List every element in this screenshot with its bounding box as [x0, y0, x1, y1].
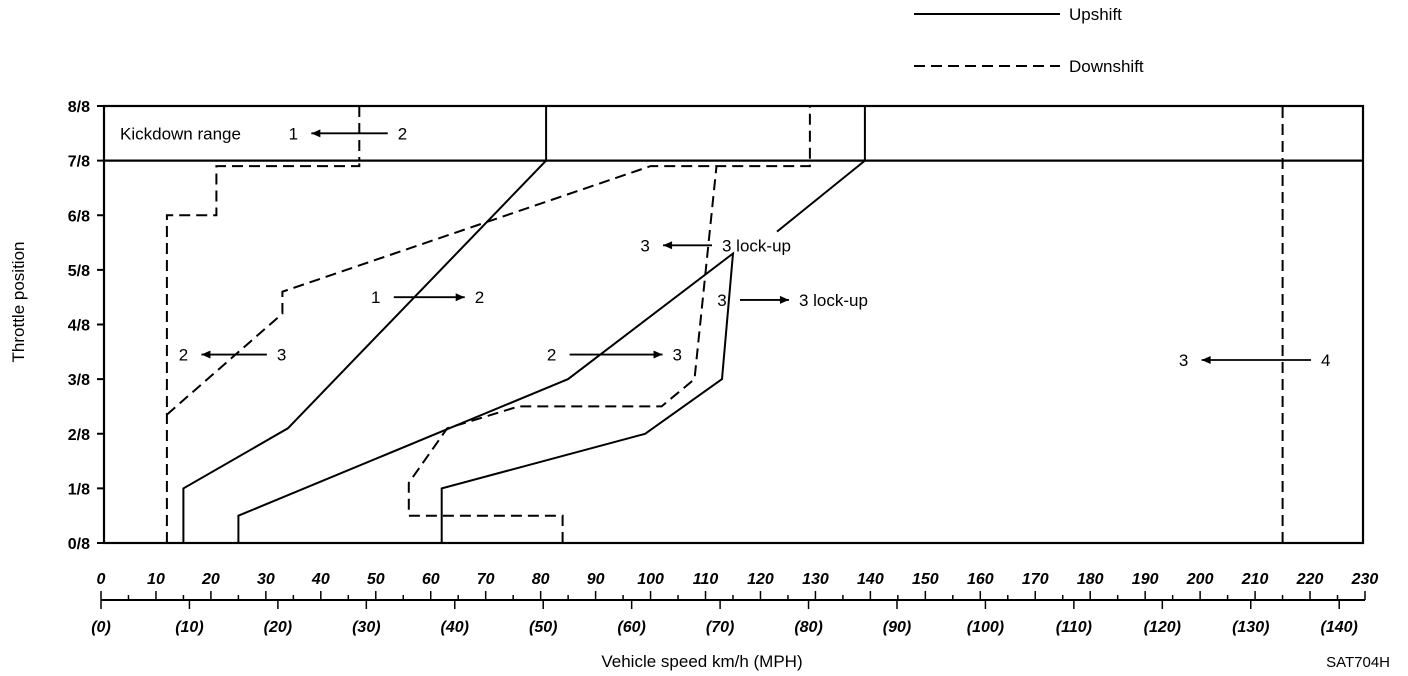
x-tick-label-mph-8: (80)	[794, 619, 822, 636]
annotation-arrowhead-1	[455, 293, 465, 302]
annotation-label-from-3: 2	[547, 346, 556, 365]
annotation-arrowhead-5	[779, 295, 789, 304]
x-tick-label-mph-0: (0)	[91, 619, 111, 636]
legend-label-dashed: Downshift	[1069, 57, 1144, 76]
x-tick-label-kmh-5: 50	[367, 571, 385, 588]
annotation-arrowhead-4	[663, 241, 673, 250]
x-tick-label-kmh-16: 160	[967, 571, 994, 588]
x-tick-label-kmh-1: 10	[147, 571, 165, 588]
y-tick-label-0: 0/8	[68, 536, 90, 553]
shift-annotation-5: 3 3 lock-up	[717, 291, 868, 310]
x-tick-label-kmh-17: 170	[1022, 571, 1049, 588]
y-tick-label-6: 6/8	[68, 208, 90, 225]
x-tick-label-kmh-8: 80	[532, 571, 550, 588]
annotation-label-from-6: 3	[1179, 351, 1188, 370]
x-axis-title: Vehicle speed km/h (MPH)	[601, 652, 802, 671]
y-tick-label-2: 2/8	[68, 427, 90, 444]
x-tick-label-mph-4: (40)	[441, 619, 469, 636]
downshift-line-5	[165, 160, 361, 543]
x-tick-label-kmh-15: 150	[912, 571, 939, 588]
x-tick-label-mph-10: (100)	[967, 619, 1004, 636]
x-tick-label-kmh-0: 0	[97, 571, 106, 588]
x-tick-label-kmh-7: 70	[477, 571, 495, 588]
x-tick-label-kmh-14: 140	[857, 571, 884, 588]
x-tick-label-kmh-19: 190	[1132, 571, 1159, 588]
x-tick-label-mph-1: (10)	[175, 619, 203, 636]
plot-area: Kickdown range	[102, 104, 1365, 545]
annotation-arrowhead-3	[653, 350, 663, 359]
annotation-arrowhead-6	[1201, 356, 1211, 365]
x-tick-label-mph-6: (60)	[617, 619, 645, 636]
annotation-label-from-1: 1	[371, 288, 380, 307]
x-tick-label-kmh-10: 100	[637, 571, 664, 588]
x-tick-label-kmh-6: 60	[422, 571, 440, 588]
upshift-line-0	[182, 106, 548, 543]
x-tick-label-kmh-13: 130	[802, 571, 829, 588]
x-tick-label-mph-9: (90)	[883, 619, 911, 636]
figure-code: SAT704H	[1326, 654, 1390, 671]
legend: Upshift Downshift	[914, 5, 1144, 76]
annotation-label-from-2: 2	[179, 346, 188, 365]
annotation-arrowhead-0	[311, 129, 321, 138]
y-tick-label-5: 5/8	[68, 263, 90, 280]
annotation-label-from-0: 1	[289, 124, 298, 143]
x-tick-label-kmh-11: 110	[693, 571, 719, 588]
legend-label-solid: Upshift	[1069, 5, 1122, 24]
x-tick-label-mph-12: (120)	[1144, 619, 1181, 636]
x-tick-label-kmh-2: 20	[201, 571, 220, 588]
annotation-label-to-3: 3	[673, 346, 682, 365]
x-tick-label-mph-2: (20)	[264, 619, 292, 636]
annotation-label-to-4: 3 lock-up	[722, 236, 791, 255]
plot-frame	[102, 104, 1365, 545]
x-tick-label-kmh-3: 30	[257, 571, 275, 588]
kickdown-range-label: Kickdown range	[120, 124, 241, 143]
x-tick-label-mph-11: (110)	[1056, 619, 1092, 636]
x-tick-label-mph-3: (30)	[352, 619, 380, 636]
y-tick-label-7: 7/8	[68, 154, 90, 171]
x-tick-label-kmh-20: 200	[1186, 571, 1214, 588]
y-tick-label-4: 4/8	[68, 318, 90, 335]
x-tick-label-kmh-22: 220	[1296, 571, 1324, 588]
annotation-arrowhead-2	[201, 350, 211, 359]
x-tick-label-kmh-18: 180	[1077, 571, 1104, 588]
annotation-label-from-4: 3	[640, 236, 649, 255]
y-tick-label-8: 8/8	[68, 99, 90, 116]
annotation-label-to-6: 4	[1321, 351, 1330, 370]
downshift-line-6	[166, 106, 811, 416]
y-tick-label-3: 3/8	[68, 372, 90, 389]
x-tick-label-mph-13: (130)	[1232, 619, 1269, 636]
annotation-label-to-5: 3 lock-up	[799, 291, 868, 310]
annotation-label-to-0: 2	[398, 124, 407, 143]
x-tick-label-mph-7: (70)	[706, 619, 734, 636]
annotation-label-from-5: 3	[717, 291, 726, 310]
x-tick-label-mph-14: (140)	[1321, 619, 1358, 636]
x-tick-label-kmh-9: 90	[587, 571, 605, 588]
x-tick-label-kmh-21: 210	[1241, 571, 1269, 588]
x-tick-label-mph-5: (50)	[529, 619, 557, 636]
downshift-line-7	[407, 165, 718, 543]
x-tick-label-kmh-12: 120	[747, 571, 774, 588]
y-axis-title: Throttle position	[9, 242, 28, 363]
annotations: 1 21 22 3 2 33 3 lock-up3 3 lock-up3 4	[179, 124, 1331, 370]
axes: 0/8 1/8 2/8 3/8 4/8 5/8 6/8 7/8 8/8 0 10 20 30 40 50 60…	[68, 99, 1379, 636]
annotation-label-to-1: 2	[475, 288, 484, 307]
x-tick-label-kmh-4: 40	[311, 571, 330, 588]
annotation-label-to-2: 3	[277, 346, 286, 365]
upshift-line-2	[776, 159, 866, 233]
shift-annotation-4: 3 3 lock-up	[640, 236, 791, 255]
x-tick-label-kmh-23: 230	[1351, 571, 1379, 588]
y-tick-label-1: 1/8	[68, 481, 90, 498]
upshift-line-1	[237, 251, 735, 543]
